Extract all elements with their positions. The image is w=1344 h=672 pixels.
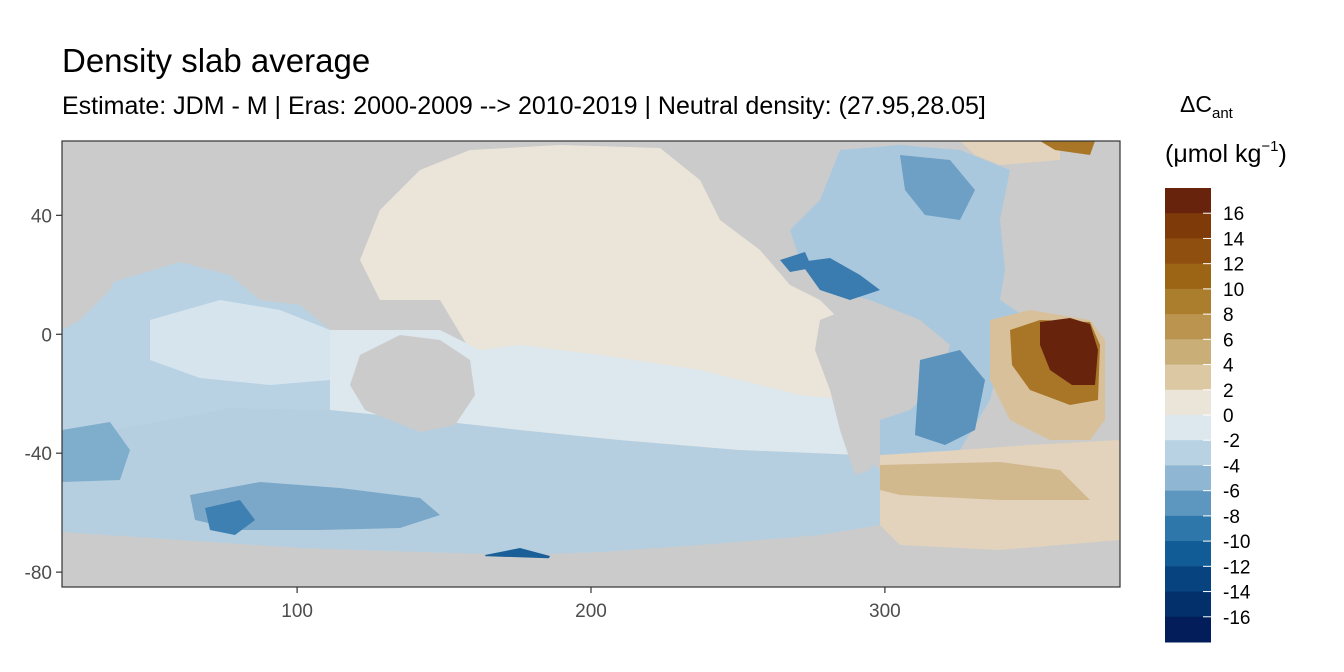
gulf-patch bbox=[780, 252, 812, 272]
legend-label: 0 bbox=[1223, 406, 1234, 427]
legend-label: 16 bbox=[1223, 204, 1244, 225]
atlantic-dark-patch bbox=[900, 155, 975, 220]
southern-darker-patch bbox=[205, 500, 255, 535]
weddell-tan bbox=[880, 462, 1090, 500]
map-fields bbox=[62, 141, 1120, 587]
legend-swatch bbox=[1165, 238, 1211, 265]
legend-swatch bbox=[1165, 263, 1211, 290]
antarctica-land bbox=[62, 540, 1120, 587]
nordic-brown bbox=[1040, 141, 1095, 155]
legend-swatch bbox=[1165, 591, 1211, 618]
x-tick-label: 200 bbox=[575, 601, 607, 622]
legend-label: 6 bbox=[1223, 330, 1234, 351]
x-axis: 100 200 300 bbox=[281, 587, 901, 622]
legend-label: -4 bbox=[1223, 456, 1240, 477]
legend-label: -10 bbox=[1223, 532, 1250, 553]
y-tick-label: 0 bbox=[41, 325, 52, 346]
legend-unit-superscript: −1 bbox=[1261, 138, 1278, 155]
y-tick-label: -40 bbox=[25, 444, 52, 465]
legend-label: -8 bbox=[1223, 507, 1240, 528]
y-tick-label: 40 bbox=[31, 206, 52, 227]
y-axis: 40 0 -40 -80 bbox=[25, 206, 62, 584]
indian-ocean-light bbox=[150, 300, 330, 385]
legend: ΔCant (μmol kg−1) 16 14 12 10 8 6 4 2 0 -2 -4 -6 -8 -… bbox=[1165, 91, 1287, 643]
legend-label: -6 bbox=[1223, 482, 1240, 503]
legend-label: 12 bbox=[1223, 255, 1244, 276]
legend-label: 4 bbox=[1223, 356, 1234, 377]
legend-swatch bbox=[1165, 465, 1211, 492]
legend-label: 10 bbox=[1223, 280, 1244, 301]
south-atlantic-dark bbox=[915, 350, 985, 445]
australia-land bbox=[350, 335, 475, 432]
legend-unit-suffix: ) bbox=[1278, 140, 1286, 168]
legend-swatch bbox=[1165, 541, 1211, 567]
legend-swatch bbox=[1165, 188, 1211, 214]
legend-swatch bbox=[1165, 490, 1211, 517]
legend-swatch bbox=[1165, 213, 1211, 239]
legend-swatch bbox=[1165, 314, 1211, 340]
y-tick-label: -80 bbox=[25, 563, 52, 584]
legend-swatch bbox=[1165, 288, 1211, 315]
plot-title: Density slab average bbox=[62, 42, 371, 79]
plot-subtitle: Estimate: JDM - M | Eras: 2000-2009 --> … bbox=[62, 92, 986, 120]
legend-unit: (μmol kg−1) bbox=[1165, 138, 1287, 168]
legend-swatch bbox=[1165, 515, 1211, 542]
legend-swatch bbox=[1165, 566, 1211, 593]
south-america-land bbox=[815, 300, 950, 475]
caribbean-patch bbox=[800, 258, 880, 300]
legend-swatch bbox=[1165, 364, 1211, 391]
x-tick-label: 100 bbox=[281, 601, 313, 622]
africa-land-west bbox=[62, 180, 125, 330]
legend-title-subscript: ant bbox=[1212, 105, 1234, 122]
legend-swatch bbox=[1165, 415, 1211, 441]
legend-swatch bbox=[1165, 339, 1211, 366]
legend-unit-prefix: (μmol kg bbox=[1165, 140, 1261, 168]
legend-title: ΔCant bbox=[1180, 91, 1234, 122]
legend-label: -2 bbox=[1223, 431, 1240, 452]
legend-title-symbol: ΔC bbox=[1180, 91, 1212, 117]
nordic-beige bbox=[960, 141, 1060, 165]
legend-swatch bbox=[1165, 616, 1211, 643]
legend-label: -12 bbox=[1223, 557, 1250, 578]
sw-indian-dark bbox=[62, 422, 130, 482]
guinea-core bbox=[1040, 318, 1098, 385]
africa-land bbox=[1000, 235, 1120, 350]
legend-swatch bbox=[1165, 389, 1211, 416]
legend-label: -14 bbox=[1223, 583, 1251, 604]
legend-label: 8 bbox=[1223, 305, 1234, 326]
legend-label: 2 bbox=[1223, 381, 1234, 402]
legend-swatch bbox=[1165, 440, 1211, 466]
x-tick-label: 300 bbox=[869, 601, 901, 622]
legend-label: 14 bbox=[1223, 229, 1245, 250]
legend-label: -16 bbox=[1223, 608, 1250, 629]
legend-labels: 16 14 12 10 8 6 4 2 0 -2 -4 -6 -8 -10 -12 -14 -16 bbox=[1203, 204, 1251, 629]
legend-colorbar bbox=[1165, 188, 1211, 643]
